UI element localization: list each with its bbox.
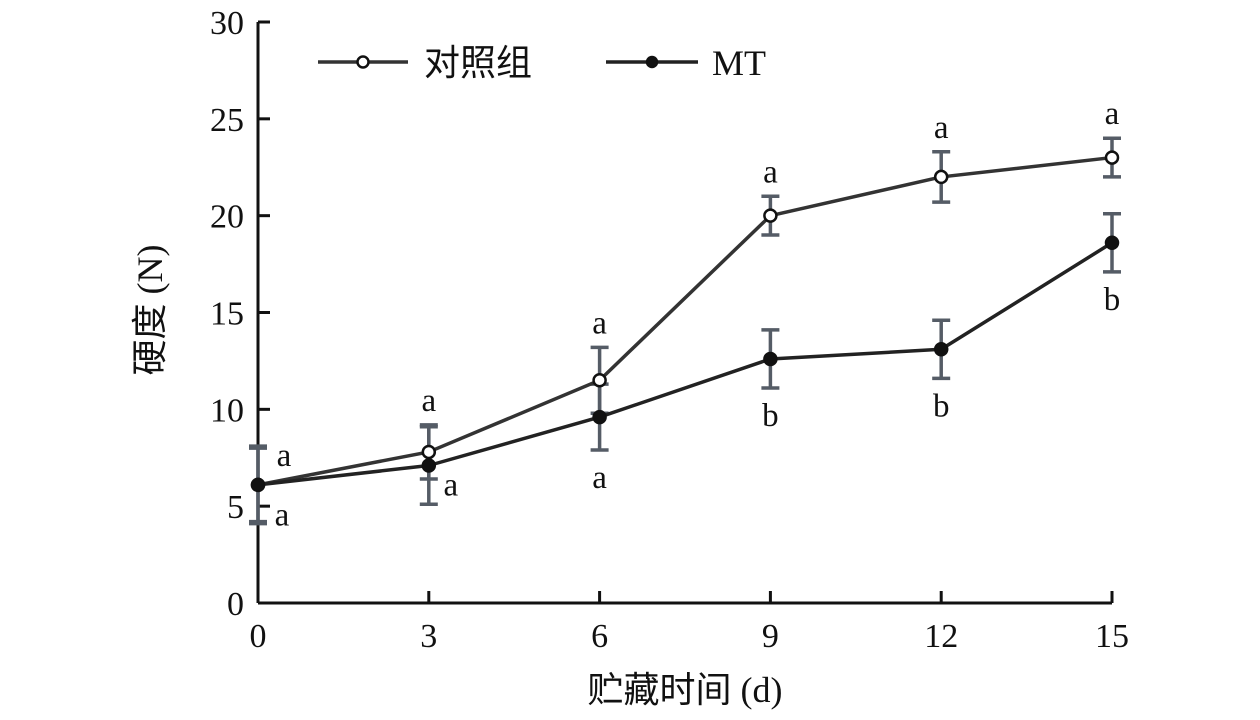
mt-significance-label: a xyxy=(592,460,607,496)
legend: 对照组 MT xyxy=(318,43,766,83)
y-tick-label: 10 xyxy=(210,392,244,429)
x-tick-label: 0 xyxy=(250,618,267,655)
series-line xyxy=(257,241,1113,487)
y-tick-label: 20 xyxy=(210,199,244,236)
control-point xyxy=(763,208,778,223)
y-tick-label: 15 xyxy=(210,296,244,333)
control-point xyxy=(592,373,607,388)
y-tick-label: 5 xyxy=(227,489,244,526)
legend-marker xyxy=(356,55,370,69)
mt-point xyxy=(250,477,266,493)
y-tick-label: 25 xyxy=(210,102,244,139)
axes xyxy=(256,20,1114,605)
control-significance-label: a xyxy=(934,110,949,146)
x-tick-label: 3 xyxy=(420,618,437,655)
y-axis-label: 硬度 (N) xyxy=(130,245,170,376)
x-tick-label: 12 xyxy=(924,618,958,655)
mt-point xyxy=(933,342,949,357)
series-points xyxy=(250,150,1120,493)
legend-label: 对照组 xyxy=(424,43,532,83)
control-significance-label: a xyxy=(763,154,778,190)
x-tick-label: 9 xyxy=(762,618,779,655)
y-tick-label: 0 xyxy=(227,586,244,623)
legend-marker xyxy=(645,55,659,69)
control-point xyxy=(421,444,437,460)
mt-point xyxy=(592,409,607,425)
series-lines xyxy=(257,155,1113,487)
series-line xyxy=(257,155,1113,487)
control-point xyxy=(933,169,949,185)
mt-significance-label: b xyxy=(1104,282,1121,318)
x-tick-label: 6 xyxy=(591,618,608,655)
mt-significance-label: b xyxy=(762,398,779,434)
control-significance-label: a xyxy=(592,305,607,341)
mt-significance-label: a xyxy=(275,498,290,534)
tick-labels: 0 5 10 15 20 25 30 0 3 6 9 12 15 xyxy=(210,5,1129,655)
control-point xyxy=(1104,150,1120,165)
mt-point xyxy=(1104,235,1120,251)
mt-significance-label: a xyxy=(443,467,458,503)
legend-label: MT xyxy=(712,43,766,83)
x-axis-label: 贮藏时间 (d) xyxy=(588,670,783,710)
y-tick-label: 30 xyxy=(210,5,244,42)
control-significance-label: a xyxy=(277,438,292,474)
mt-point xyxy=(763,351,778,367)
mt-significance-label: b xyxy=(933,388,950,424)
control-significance-label: a xyxy=(421,383,436,419)
control-significance-label: a xyxy=(1105,96,1120,132)
mt-point xyxy=(421,458,437,473)
x-tick-label: 15 xyxy=(1095,618,1129,655)
error-bars xyxy=(249,136,1121,526)
